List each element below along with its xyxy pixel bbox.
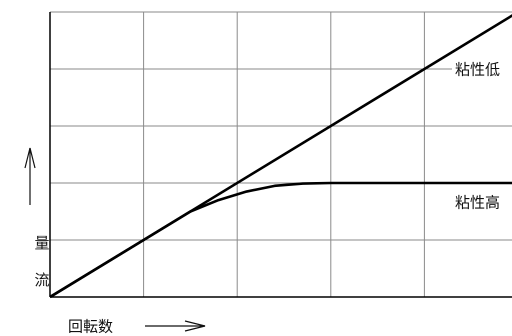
y-arrow	[24, 147, 36, 205]
y-axis-label: 流量	[35, 234, 72, 289]
series-label: 粘性高	[455, 194, 500, 212]
line-series	[49, 181, 512, 299]
x-arrow	[145, 320, 206, 332]
x-axis-label: 回転数	[68, 318, 113, 336]
label-background	[452, 193, 512, 213]
label-background	[452, 60, 512, 80]
series-label: 粘性低	[455, 61, 500, 79]
